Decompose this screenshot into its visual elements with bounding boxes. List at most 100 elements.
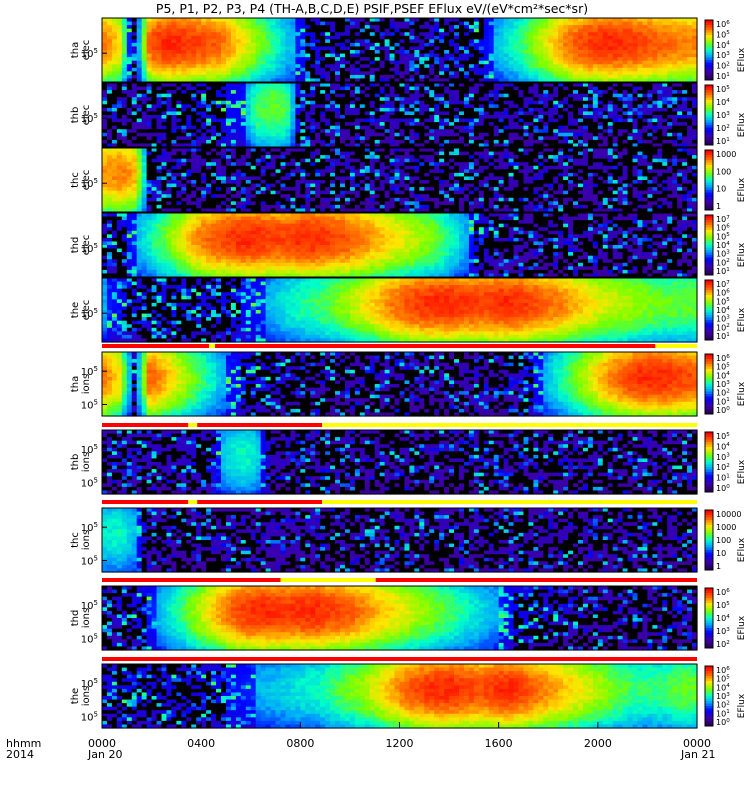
spectrogram-cell xyxy=(578,90,584,95)
spectrogram-cell xyxy=(533,132,539,137)
spectrogram-cell xyxy=(171,172,177,178)
spectrogram-cell xyxy=(493,28,500,33)
spectrogram-cell xyxy=(563,25,569,30)
spectrogram-cell xyxy=(151,180,158,185)
spectrogram-cell xyxy=(111,97,118,102)
spectrogram-cell xyxy=(121,60,128,65)
spectrogram-cell xyxy=(131,158,138,163)
spectrogram-cell xyxy=(677,111,683,116)
spectrogram-cell xyxy=(622,125,629,130)
spectrogram-cell xyxy=(414,132,420,137)
spectrogram-cell xyxy=(493,107,500,113)
spectrogram-cell xyxy=(394,78,401,83)
spectrogram-cell xyxy=(320,74,326,80)
spectrogram-cell xyxy=(647,71,653,76)
spectrogram-cell xyxy=(221,21,227,26)
spectrogram-cell xyxy=(280,35,287,40)
spectrogram-cell xyxy=(201,194,207,199)
spectrogram-cell xyxy=(156,71,163,76)
spectrogram-cell xyxy=(191,165,197,170)
spectrogram-cell xyxy=(434,136,440,141)
spectrogram-cell xyxy=(221,169,227,174)
spectrogram-cell xyxy=(468,104,475,109)
spectrogram-cell xyxy=(315,39,321,44)
spectrogram-cell xyxy=(667,86,673,91)
spectrogram-cell xyxy=(161,125,168,130)
spectrogram-cell xyxy=(250,183,257,188)
spectrogram-cell xyxy=(181,176,187,181)
spectrogram-cell xyxy=(225,67,232,72)
spectrogram-cell xyxy=(250,187,257,192)
spectrogram-cell xyxy=(513,93,520,98)
spectrogram-cell xyxy=(483,83,490,88)
spectrogram-cell xyxy=(181,21,187,26)
spectrogram-cell xyxy=(364,71,371,76)
colorbar-swatch xyxy=(705,25,713,28)
spectrogram-cell xyxy=(181,32,187,37)
spectrogram-cell xyxy=(543,25,549,30)
spectrogram-cell xyxy=(156,32,163,37)
spectrogram-cell xyxy=(414,67,420,72)
spectrogram-cell xyxy=(275,71,282,76)
spectrogram-cell xyxy=(573,93,579,98)
spectrogram-cell xyxy=(201,46,207,51)
spectrogram-cell xyxy=(523,93,530,98)
spectrogram-cell xyxy=(543,64,549,69)
spectrogram-cell xyxy=(230,78,237,83)
spectrogram-cell xyxy=(662,90,668,95)
spectrogram-cell xyxy=(201,125,207,130)
spectrogram-cell xyxy=(225,71,232,76)
spectrogram-cell xyxy=(369,129,376,134)
spectrogram-cell xyxy=(126,53,133,58)
spectrogram-cell xyxy=(543,86,549,91)
spectrogram-cell xyxy=(627,35,634,40)
spectrogram-cell xyxy=(136,187,143,192)
spectrogram-cell xyxy=(677,107,683,113)
spectrogram-cell xyxy=(617,21,624,26)
spectrogram-cell xyxy=(230,50,237,55)
spectrogram-cell xyxy=(662,139,668,145)
spectrogram-cell xyxy=(582,97,589,102)
spectrogram-cell xyxy=(211,71,217,76)
spectrogram-cell xyxy=(374,129,381,134)
spectrogram-cell xyxy=(587,74,594,80)
spectrogram-cell xyxy=(449,64,455,69)
spectrogram-cell xyxy=(106,74,113,80)
spectrogram-cell xyxy=(340,111,346,116)
spectrogram-cell xyxy=(260,18,267,23)
spectrogram-cell xyxy=(354,122,361,127)
spectrogram-cell xyxy=(463,28,470,33)
spectrogram-cell xyxy=(171,60,177,65)
spectrogram-cell xyxy=(498,139,505,145)
y-tick-label: 105 xyxy=(81,112,98,125)
spectrogram-cell xyxy=(434,25,440,30)
spectrogram-cell xyxy=(607,125,614,130)
spectrogram-cell xyxy=(181,194,187,199)
spectrogram-cell xyxy=(216,83,222,88)
spectrogram-cell xyxy=(216,204,222,210)
spectrogram-cell xyxy=(290,64,296,69)
spectrogram-cell xyxy=(632,57,639,62)
spectrogram-cell xyxy=(221,183,227,188)
spectrogram-cell xyxy=(240,107,247,113)
spectrogram-cell xyxy=(607,71,614,76)
spectrogram-cell xyxy=(449,35,455,40)
spectrogram-cell xyxy=(483,50,490,55)
spectrogram-cell xyxy=(399,64,406,69)
spectrogram-cell xyxy=(151,201,158,206)
spectrogram-cell xyxy=(424,25,430,30)
spectrogram-cell xyxy=(354,115,361,120)
colorbar-swatch xyxy=(705,107,713,111)
spectrogram-cell xyxy=(181,25,187,30)
spectrogram-cell xyxy=(230,53,237,58)
spectrogram-cell xyxy=(171,132,177,137)
spectrogram-cell xyxy=(230,125,237,130)
spectrogram-cell xyxy=(543,46,549,51)
colorbar-tick-label: 103 xyxy=(716,111,730,120)
spectrogram-cell xyxy=(617,35,624,40)
spectrogram-cell xyxy=(439,25,445,30)
spectrogram-cell xyxy=(186,97,192,102)
spectrogram-cell xyxy=(240,151,247,156)
spectrogram-cell xyxy=(692,118,698,123)
spectrogram-cell xyxy=(503,125,510,130)
